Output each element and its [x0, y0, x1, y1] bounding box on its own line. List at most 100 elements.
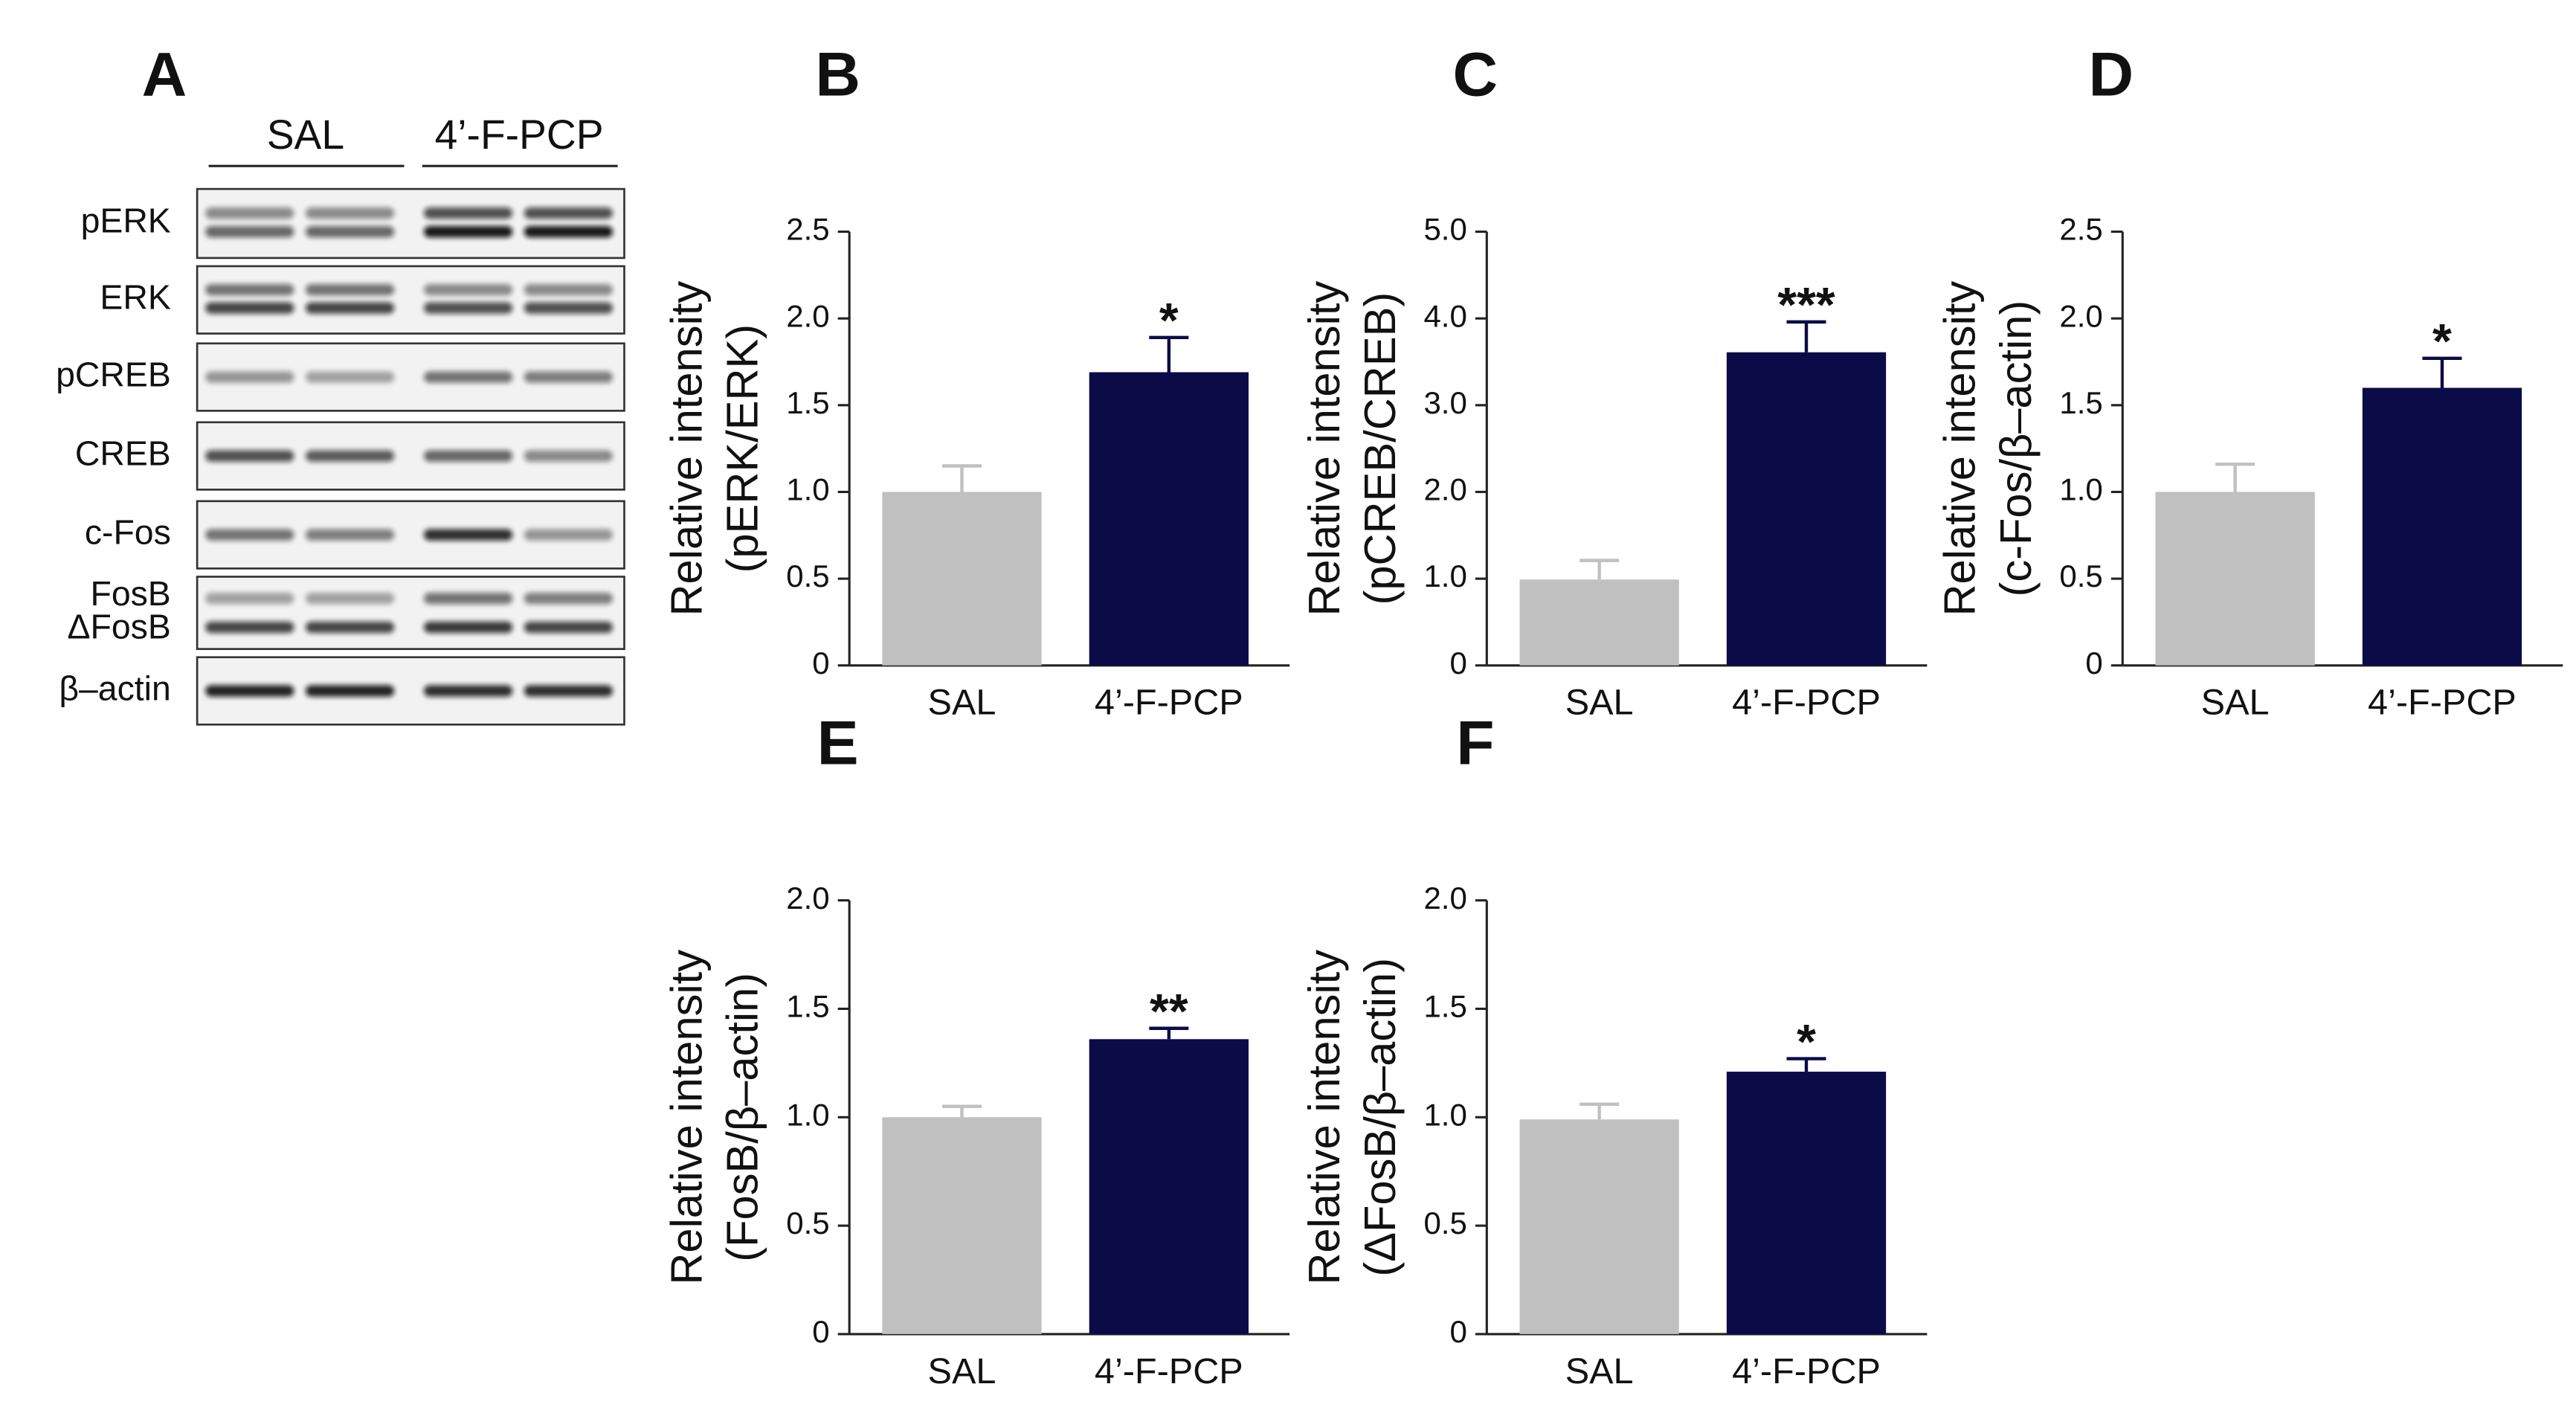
y-tick-label: 5.0	[1423, 212, 1466, 247]
y-tick-label: 0.5	[1423, 1206, 1466, 1240]
y-tick-label: 2.0	[786, 298, 829, 333]
blot-box	[196, 187, 625, 260]
bar	[1089, 1039, 1249, 1334]
row-label: β–actin	[59, 669, 170, 707]
band	[205, 685, 294, 697]
y-tick-label: 2.5	[786, 212, 829, 247]
significance: *	[2432, 315, 2452, 370]
group-label: 4’-F-PCP	[435, 112, 604, 158]
y-tick-label: 2.5	[2059, 212, 2102, 247]
row-label: ΔFosB	[68, 608, 171, 646]
row-label: ERK	[100, 277, 170, 316]
blot-box	[196, 265, 625, 335]
panel-label: C	[1453, 39, 1498, 109]
group-label: SAL	[267, 112, 344, 158]
band	[305, 592, 395, 605]
band	[305, 621, 395, 634]
band	[305, 283, 395, 296]
y-axis-label: (FosB/β–actin)	[718, 973, 767, 1262]
significance: ***	[1777, 278, 1835, 333]
x-tick-label: SAL	[2201, 683, 2270, 723]
bar	[2362, 387, 2522, 666]
band	[423, 621, 513, 634]
band	[524, 371, 614, 383]
y-tick-label: 1.0	[1423, 1097, 1466, 1132]
bar	[1089, 372, 1249, 666]
row-label: c-Fos	[85, 512, 171, 551]
y-tick-label: 0	[812, 1314, 829, 1349]
band	[305, 225, 395, 238]
y-tick-label: 1.0	[2059, 472, 2102, 507]
band	[423, 529, 513, 541]
y-tick-label: 1.5	[2059, 385, 2102, 420]
row-label: FosB	[91, 574, 171, 613]
y-tick-label: 1.0	[786, 472, 829, 507]
y-tick-label: 0	[812, 646, 829, 680]
band	[423, 225, 513, 238]
band	[305, 302, 395, 314]
x-tick-label: 4’-F-PCP	[2368, 683, 2517, 723]
bar	[1519, 579, 1679, 666]
bar	[882, 492, 1042, 666]
band	[524, 592, 614, 605]
panel-label: D	[2088, 39, 2134, 109]
band	[205, 302, 294, 314]
row-label: pCREB	[56, 355, 171, 393]
y-tick-label: 4.0	[1423, 298, 1466, 333]
x-tick-label: 4’-F-PCP	[1732, 1351, 1881, 1391]
band	[205, 450, 294, 462]
y-axis-label: Relative intensity	[1299, 281, 1349, 617]
bar	[1726, 1072, 1887, 1334]
band	[205, 621, 294, 634]
y-axis-label: (ΔFosB/β–actin)	[1355, 958, 1405, 1277]
band	[205, 529, 294, 541]
x-tick-label: 4’-F-PCP	[1095, 683, 1243, 723]
x-tick-label: SAL	[928, 1351, 996, 1391]
y-axis-label: Relative intensity	[662, 950, 712, 1285]
band	[205, 592, 294, 605]
x-tick-label: 4’-F-PCP	[1095, 1351, 1243, 1391]
y-tick-label: 0	[1449, 646, 1466, 680]
band	[423, 685, 513, 697]
band	[423, 302, 513, 314]
significance: **	[1150, 985, 1188, 1040]
band	[305, 685, 395, 697]
panel-label: F	[1456, 707, 1494, 777]
y-tick-label: 1.0	[1423, 559, 1466, 593]
y-tick-label: 3.0	[1423, 385, 1466, 420]
x-tick-label: 4’-F-PCP	[1732, 683, 1881, 723]
panel-label: E	[817, 707, 859, 777]
y-axis-label: (c-Fos/β–actin)	[1991, 300, 2041, 597]
band	[305, 207, 395, 219]
y-tick-label: 1.0	[786, 1097, 829, 1132]
bar	[2155, 492, 2315, 666]
significance: *	[1797, 1014, 1816, 1069]
y-tick-label: 2.0	[1423, 472, 1466, 507]
y-tick-label: 2.0	[786, 881, 829, 915]
blot-box	[196, 576, 625, 651]
band	[205, 371, 294, 383]
row-label: CREB	[75, 434, 171, 472]
bar	[1519, 1119, 1679, 1334]
x-tick-label: SAL	[1565, 1351, 1634, 1391]
band	[524, 207, 614, 219]
panel-label: B	[815, 39, 860, 109]
y-axis-label: Relative intensity	[662, 281, 712, 617]
band	[524, 450, 614, 462]
band	[423, 450, 513, 462]
band	[305, 529, 395, 541]
band	[423, 207, 513, 219]
band	[305, 450, 395, 462]
band	[524, 529, 614, 541]
y-tick-label: 0.5	[786, 559, 829, 593]
y-tick-label: 0.5	[2059, 559, 2102, 593]
y-axis-label: (pERK/ERK)	[718, 324, 767, 573]
y-axis-label: (pCREB/CREB)	[1355, 292, 1405, 605]
y-tick-label: 1.5	[786, 989, 829, 1024]
y-tick-label: 1.5	[786, 385, 829, 420]
y-tick-label: 2.0	[1423, 881, 1466, 915]
band	[305, 371, 395, 383]
significance: *	[1159, 294, 1179, 349]
band	[524, 621, 614, 634]
